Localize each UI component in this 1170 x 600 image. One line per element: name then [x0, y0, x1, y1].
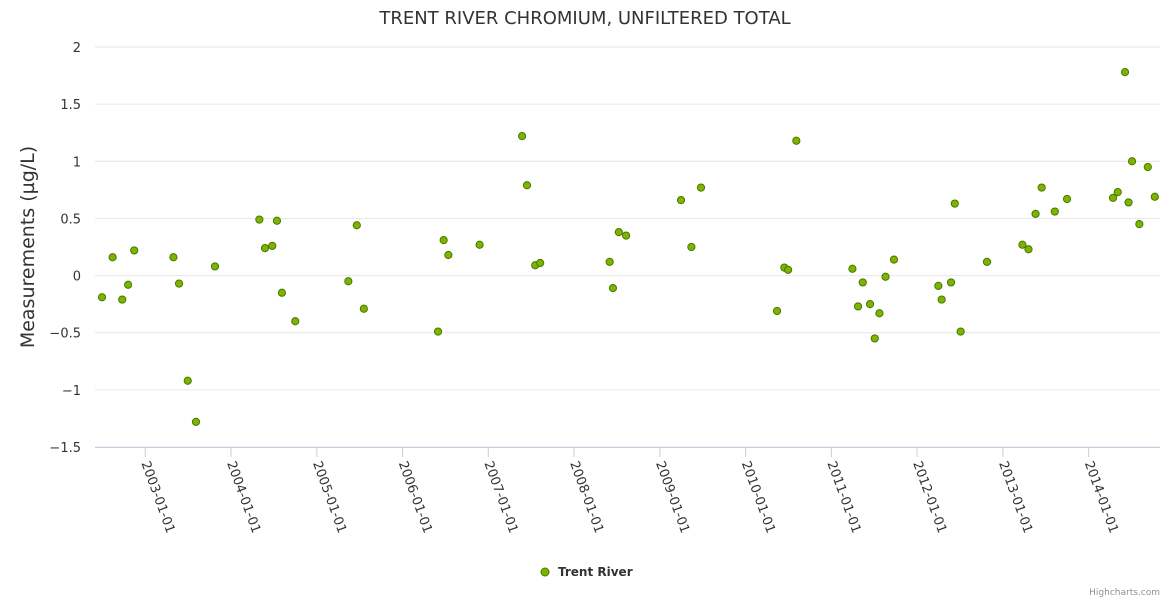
- y-tick-label: −1.5: [49, 441, 81, 456]
- x-tick-label: 2005-01-01: [309, 459, 349, 535]
- data-point[interactable]: [621, 231, 631, 240]
- data-point[interactable]: [772, 306, 782, 316]
- data-point[interactable]: [848, 264, 857, 273]
- data-point[interactable]: [169, 253, 178, 262]
- chart-credit[interactable]: Highcharts.com: [1089, 588, 1160, 598]
- data-point[interactable]: [1127, 157, 1137, 166]
- grid-lines: [95, 46, 1160, 448]
- data-point[interactable]: [1062, 194, 1072, 204]
- data-point[interactable]: [946, 278, 956, 287]
- legend-item-trent-river[interactable]: Trent River: [558, 565, 633, 579]
- data-point[interactable]: [124, 280, 133, 289]
- data-point[interactable]: [536, 258, 545, 268]
- data-point[interactable]: [359, 304, 368, 313]
- data-point[interactable]: [272, 216, 282, 225]
- data-point[interactable]: [614, 228, 623, 237]
- x-tick-label: 2012-01-01: [909, 459, 949, 535]
- data-point[interactable]: [475, 240, 484, 249]
- y-tick-label: −1: [62, 384, 81, 399]
- data-point[interactable]: [1113, 188, 1122, 197]
- data-point[interactable]: [937, 295, 946, 304]
- data-point[interactable]: [934, 281, 943, 290]
- data-point[interactable]: [783, 265, 793, 274]
- data-point[interactable]: [676, 196, 686, 205]
- data-point[interactable]: [210, 262, 220, 271]
- y-tick-label: 2: [73, 41, 81, 56]
- data-point[interactable]: [118, 295, 127, 304]
- data-point[interactable]: [1037, 183, 1046, 192]
- data-point[interactable]: [1024, 245, 1033, 254]
- data-point[interactable]: [1135, 220, 1144, 229]
- y-tick-label: 0: [73, 270, 81, 285]
- data-point[interactable]: [174, 279, 184, 288]
- legend[interactable]: Trent River: [540, 565, 633, 579]
- data-point[interactable]: [191, 417, 201, 426]
- data-point[interactable]: [1031, 209, 1040, 218]
- data-point[interactable]: [439, 236, 448, 245]
- data-point[interactable]: [956, 327, 965, 336]
- x-tick-label: 2003-01-01: [137, 459, 177, 535]
- data-point[interactable]: [605, 257, 614, 266]
- data-point[interactable]: [1018, 240, 1027, 249]
- data-point[interactable]: [1108, 193, 1118, 202]
- x-tick-label: 2007-01-01: [481, 459, 521, 535]
- data-point[interactable]: [889, 255, 899, 264]
- x-tick-label: 2010-01-01: [738, 459, 778, 535]
- data-point[interactable]: [853, 302, 863, 311]
- chart-title: TRENT RIVER CHROMIUM, UNFILTERED TOTAL: [378, 8, 790, 29]
- data-point[interactable]: [1124, 198, 1133, 207]
- data-point[interactable]: [950, 199, 959, 208]
- data-point[interactable]: [130, 246, 139, 255]
- data-point[interactable]: [881, 272, 890, 281]
- data-point[interactable]: [608, 284, 618, 293]
- data-points: [97, 68, 1159, 426]
- data-point[interactable]: [277, 288, 286, 297]
- y-tick-label: 1.5: [60, 98, 81, 113]
- x-tick-label: 2004-01-01: [223, 459, 263, 535]
- y-tick-label: −0.5: [49, 327, 81, 342]
- x-tick-label: 2013-01-01: [995, 459, 1035, 535]
- data-point[interactable]: [255, 215, 264, 224]
- data-point[interactable]: [268, 241, 277, 250]
- x-tick-label: 2008-01-01: [566, 459, 606, 535]
- data-point[interactable]: [858, 278, 867, 287]
- data-point[interactable]: [865, 300, 875, 309]
- data-point[interactable]: [444, 250, 453, 260]
- data-point[interactable]: [1150, 192, 1159, 201]
- y-axis-label: Measurements (µg/L): [17, 146, 39, 348]
- x-tick-label: 2014-01-01: [1081, 459, 1121, 535]
- x-tick-label: 2006-01-01: [395, 459, 435, 535]
- data-point[interactable]: [108, 253, 117, 262]
- data-point[interactable]: [687, 242, 696, 252]
- data-point[interactable]: [982, 257, 992, 266]
- data-point[interactable]: [870, 334, 879, 343]
- data-point[interactable]: [97, 293, 107, 302]
- y-tick-label: 0.5: [60, 212, 81, 227]
- y-tick-label: 1: [73, 155, 81, 170]
- data-point[interactable]: [1143, 162, 1152, 172]
- legend-marker-icon: [540, 567, 550, 577]
- data-point[interactable]: [1120, 68, 1130, 77]
- data-point[interactable]: [517, 132, 527, 141]
- x-tick-label: 2011-01-01: [824, 459, 864, 535]
- data-point[interactable]: [522, 181, 532, 190]
- data-point[interactable]: [352, 221, 361, 230]
- data-point[interactable]: [792, 136, 801, 145]
- data-point[interactable]: [433, 327, 443, 336]
- data-point[interactable]: [875, 309, 884, 318]
- data-point[interactable]: [696, 183, 706, 192]
- x-axis: 2003-01-01 2004-01-01 2005-01-01 2006-01-01…: [95, 447, 1160, 535]
- x-tick-label: 2009-01-01: [652, 459, 692, 535]
- data-point[interactable]: [260, 244, 270, 253]
- data-point[interactable]: [291, 317, 300, 326]
- data-point[interactable]: [1050, 207, 1059, 216]
- y-axis-ticks: −1.5 −1 −0.5 0 0.5 1 1.5 2: [49, 41, 81, 456]
- data-point[interactable]: [183, 376, 192, 385]
- data-point[interactable]: [344, 277, 353, 286]
